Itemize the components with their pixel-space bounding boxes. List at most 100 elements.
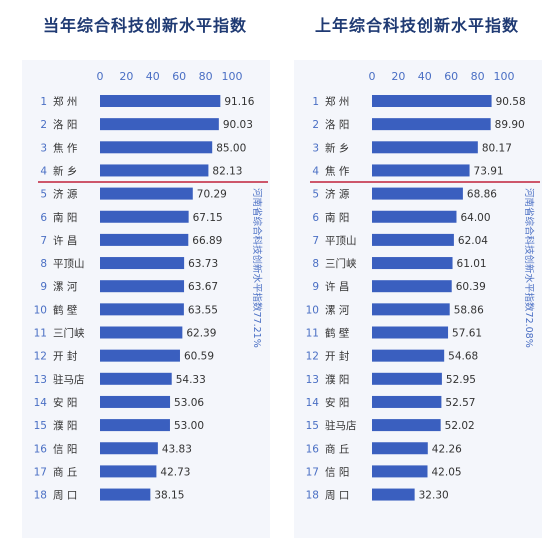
value-label: 32.30 <box>419 490 449 502</box>
provincial-average-annotation: 河南省综合科技创新水平指数72.08% <box>523 188 535 348</box>
rank-label: 16 <box>306 443 320 455</box>
rank-label: 6 <box>40 212 47 224</box>
value-label: 67.15 <box>193 212 223 224</box>
rank-label: 2 <box>40 119 47 131</box>
rank-label: 4 <box>312 165 319 177</box>
category-label: 漯 河 <box>325 304 350 316</box>
chart-panel-current-year: 当年综合科技创新水平指数 0 20 40 60 80 100 1 郑 州 91.16 2 洛 阳 90… <box>10 0 280 553</box>
category-label: 濮 阳 <box>325 373 349 386</box>
category-label: 鹤 壁 <box>53 303 78 316</box>
category-label: 平顶山 <box>325 235 357 247</box>
rank-label: 18 <box>306 490 319 502</box>
category-label: 漯 河 <box>53 281 78 293</box>
rank-label: 5 <box>40 189 47 201</box>
category-label: 济 源 <box>325 188 350 201</box>
category-label: 信 阳 <box>325 466 349 478</box>
x-tick-label: 60 <box>172 70 186 83</box>
bar <box>372 326 449 339</box>
category-label: 南 阳 <box>53 211 77 224</box>
value-label: 53.00 <box>174 420 204 432</box>
x-tick-label: 0 <box>97 70 104 83</box>
chart-background <box>294 60 542 538</box>
bar <box>372 95 492 107</box>
value-label: 61.01 <box>457 258 487 270</box>
rank-label: 12 <box>34 351 47 363</box>
rank-label: 15 <box>34 420 47 432</box>
category-label: 周 口 <box>53 490 77 502</box>
value-label: 63.55 <box>188 304 218 316</box>
bar <box>372 257 453 270</box>
bar <box>100 442 158 455</box>
bar <box>100 372 172 385</box>
bar <box>100 303 184 316</box>
rank-label: 12 <box>306 351 319 363</box>
value-label: 85.00 <box>216 142 246 154</box>
category-label: 驻马店 <box>325 419 357 432</box>
value-label: 58.86 <box>454 304 484 316</box>
rank-label: 3 <box>312 142 319 154</box>
x-tick-label: 20 <box>391 70 405 83</box>
bar <box>372 488 415 501</box>
category-label: 焦 作 <box>325 164 350 177</box>
value-label: 62.39 <box>186 328 216 340</box>
x-tick-label: 40 <box>418 70 432 83</box>
bar <box>372 372 442 385</box>
category-label: 洛 阳 <box>53 118 77 131</box>
bar-chart-current-year: 0 20 40 60 80 100 1 郑 州 91.16 2 洛 阳 90.03 3 焦 作 85.00 4… <box>34 70 268 502</box>
value-label: 42.05 <box>432 466 462 478</box>
category-label: 安 阳 <box>53 396 77 409</box>
bar <box>100 280 185 293</box>
category-label: 濮 阳 <box>53 419 77 432</box>
value-label: 52.57 <box>445 397 475 409</box>
rank-label: 7 <box>312 235 319 247</box>
rank-label: 17 <box>306 466 319 478</box>
value-label: 42.73 <box>160 466 190 478</box>
category-label: 平顶山 <box>53 258 85 270</box>
value-label: 63.67 <box>188 281 218 293</box>
value-label: 43.83 <box>162 443 192 455</box>
rank-label: 10 <box>34 304 47 316</box>
value-label: 90.03 <box>223 119 253 131</box>
value-label: 90.58 <box>496 96 526 108</box>
x-tick-label: 40 <box>146 70 160 83</box>
value-label: 52.02 <box>445 420 475 432</box>
chart-title: 当年综合科技创新水平指数 <box>42 16 247 35</box>
rank-label: 8 <box>312 258 319 270</box>
bar <box>100 118 219 131</box>
category-label: 南 阳 <box>325 211 349 224</box>
bar <box>100 349 180 362</box>
bar <box>372 465 428 478</box>
bar <box>372 164 470 177</box>
bar <box>100 187 193 200</box>
rank-label: 14 <box>306 397 320 409</box>
category-label: 焦 作 <box>53 141 78 154</box>
rank-label: 11 <box>34 328 47 340</box>
category-label: 驻马店 <box>53 373 85 386</box>
bar <box>372 395 442 408</box>
provincial-average-annotation: 河南省综合科技创新水平指数77.21% <box>251 188 263 348</box>
category-label: 鹤 壁 <box>325 327 350 340</box>
value-label: 54.68 <box>448 351 478 363</box>
category-label: 许 昌 <box>325 280 349 293</box>
rank-label: 10 <box>306 304 319 316</box>
bar <box>372 187 463 200</box>
bar <box>372 141 478 154</box>
value-label: 60.39 <box>456 281 486 293</box>
chart-background <box>22 60 270 538</box>
rank-label: 16 <box>34 443 48 455</box>
bar <box>100 488 151 501</box>
bar-chart-previous-year: 0 20 40 60 80 100 1 郑 州 90.58 2 洛 阳 89.90 3 新 乡 80.17 4… <box>306 70 540 502</box>
rank-label: 7 <box>40 235 47 247</box>
value-label: 66.89 <box>192 235 222 247</box>
rank-label: 11 <box>306 328 319 340</box>
x-tick-label: 20 <box>119 70 133 83</box>
bar <box>100 141 213 154</box>
value-label: 68.86 <box>467 189 497 201</box>
value-label: 38.15 <box>154 490 184 502</box>
value-label: 62.04 <box>458 235 488 247</box>
category-label: 商 丘 <box>53 465 77 478</box>
value-label: 63.73 <box>188 258 218 270</box>
bar <box>372 419 441 432</box>
category-label: 商 丘 <box>325 442 349 455</box>
value-label: 82.13 <box>212 165 242 177</box>
